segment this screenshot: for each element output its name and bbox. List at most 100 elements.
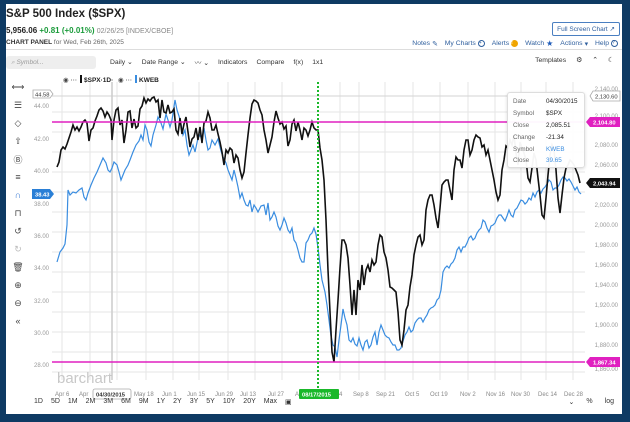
templates-button[interactable]: Templates [535,56,567,64]
svg-text:1,940.00: 1,940.00 [595,283,619,289]
spx-color-swatch [80,75,82,83]
range-20y[interactable]: 20Y [243,398,256,405]
range-3y[interactable]: 3Y [189,398,199,405]
kweb-last-marker [32,189,54,199]
zoom-out-icon[interactable]: ⊖ [14,297,22,308]
arrow-tool-icon[interactable]: ⇧ [14,135,22,146]
collapse-icon[interactable]: ⌃ [592,57,598,64]
svg-text:Nov 2: Nov 2 [460,392,476,398]
x-axis: Apr 6 Apr May 18 Jun 1 Jun 15 Jun 29 Jul… [55,392,584,398]
interval-dropdown[interactable]: Daily ⌄ [110,59,133,66]
svg-text:32.00: 32.00 [34,299,50,305]
caret-down-icon: ▾ [584,40,589,48]
redo-icon[interactable]: ↻ [14,243,22,254]
actions-dropdown[interactable]: Actions ▾ [560,40,588,48]
log-scale-button[interactable]: log [604,398,614,405]
tooltip-value: KWEB [546,145,565,153]
svg-text:Sep 21: Sep 21 [376,392,396,398]
watch-button[interactable]: Watch ★ [525,39,553,48]
range-5d[interactable]: 5D [50,398,60,405]
magnet-icon[interactable]: ∩ [14,190,22,200]
svg-text:Jun 15: Jun 15 [187,392,206,398]
dark-mode-icon[interactable]: ☾ [607,57,614,64]
notes-label: Notes [412,40,431,47]
legend-spx[interactable]: $SPX·1D· [84,77,113,84]
text-tool-icon[interactable]: Ⓑ [13,154,23,165]
range-10y[interactable]: 10Y [222,398,236,405]
eye-icon[interactable]: ◉ ⋯ [118,77,132,84]
gear-icon[interactable]: ⚙ [576,57,583,64]
tooltip-row: Change -21.34 [513,131,579,143]
alerts-button[interactable]: Alerts! [492,40,519,47]
drawing-tools-sidebar: ⟷ ☰ ◇ ⇧ Ⓑ ≡ ∩ ⊓ ↺ ↻ 🗑 ⊕ ⊖ « [6,78,30,330]
spx-last-marker [586,178,620,188]
fib-tool-icon[interactable]: ≡ [15,172,21,182]
svg-text:Apr: Apr [79,392,88,398]
data-tooltip: Date 04/30/2015 Symbol $SPX Close 2,085.51 … [507,92,585,168]
full-screen-chart-button[interactable]: Full Screen Chart ↗ [552,22,620,36]
compare-button[interactable]: Compare [256,58,285,66]
range-3m[interactable]: 3M [103,398,114,405]
date-range-dropdown[interactable]: Date Range ⌄ [141,59,186,66]
legend-kweb[interactable]: KWEB [139,77,159,84]
svg-text:Jun 1: Jun 1 [162,392,177,398]
svg-text:1,980.00: 1,980.00 [595,243,619,249]
svg-text:4: 4 [339,392,343,398]
trash-icon[interactable]: 🗑 [12,261,24,272]
symbol-search-input[interactable]: ⌕ Symbol... [6,55,96,69]
chart-type-dropdown[interactable]: 〰 ⌄ [194,60,209,67]
range-5y[interactable]: 5Y [206,398,215,405]
layout-button[interactable]: 1x1 [312,58,324,66]
notes-button[interactable]: Notes ✎ [412,40,437,48]
range-2y[interactable]: 2Y [173,398,182,405]
range-max[interactable]: Max [263,398,277,405]
range-1d[interactable]: 1D [34,398,43,405]
eye-icon[interactable]: ◉ ⋯ [63,77,77,84]
zoom-in-icon[interactable]: ⊕ [14,279,22,290]
right-axis: 2,140.00 2,100.00 2,080.00 2,060.00 2,02… [595,87,619,373]
undo-icon[interactable]: ↺ [14,225,22,236]
svg-text:36.00: 36.00 [34,234,50,240]
question-icon: ? [611,40,618,47]
range-1y[interactable]: 1Y [156,398,166,405]
expand-down-icon[interactable]: ⌄ [568,399,575,406]
date-exchange: 02/26/25 [INDEX/CBOE] [96,28,174,35]
chart-toolbar: ⌕ Symbol... Daily ⌄ Date Range ⌄ 〰 ⌄ Ind… [6,52,622,72]
divider [6,49,622,50]
range-9m[interactable]: 9M [138,398,149,405]
svg-text:38.00: 38.00 [34,202,50,208]
alert-icon: ! [511,40,519,47]
tooltip-value: -21.34 [546,133,564,141]
my-charts-button[interactable]: My Charts + [445,40,485,47]
cursor-date: 04/30/2015 [96,393,126,399]
hline-bottom-marker-text: 1,867.34 [593,361,616,367]
svg-text:Sep 8: Sep 8 [353,392,369,398]
price-change: +0.81 (+0.01%) [39,26,95,35]
tooltip-row: Close 2,085.51 [513,120,579,132]
lines-tool-icon[interactable]: ☰ [13,99,23,110]
actions-label: Actions [560,40,583,47]
crosshair-tool-icon[interactable]: ⟷ [11,81,25,92]
range-6m[interactable]: 6M [121,398,131,405]
help-button[interactable]: Help? [595,40,618,47]
range-2m[interactable]: 2M [85,398,96,405]
tooltip-row: Date 04/30/2015 [513,96,579,108]
page-title: S&P 500 Index ($SPX) [6,8,126,20]
fx-button[interactable]: f(x) [293,58,304,66]
app-frame [6,4,622,414]
svg-text:28.00: 28.00 [34,363,50,369]
svg-text:Dec 28: Dec 28 [564,392,584,398]
svg-text:Jul 27: Jul 27 [268,392,285,398]
lock-icon[interactable]: ⊓ [14,207,22,218]
series-legend: ◉ ⋯ $SPX·1D· ◉ ⋯ KWEB [63,75,159,84]
panel-label: CHART PANEL [6,39,53,46]
calendar-icon[interactable]: ▣ [285,399,292,406]
vline-date-badge [299,389,339,399]
percent-scale-button[interactable]: % [586,398,593,405]
collapse-sidebar-icon[interactable]: « [15,316,21,326]
indicators-button[interactable]: Indicators [217,58,248,66]
shapes-tool-icon[interactable]: ◇ [14,117,22,128]
range-1m[interactable]: 1M [67,398,78,405]
svg-text:40.00: 40.00 [34,169,50,175]
